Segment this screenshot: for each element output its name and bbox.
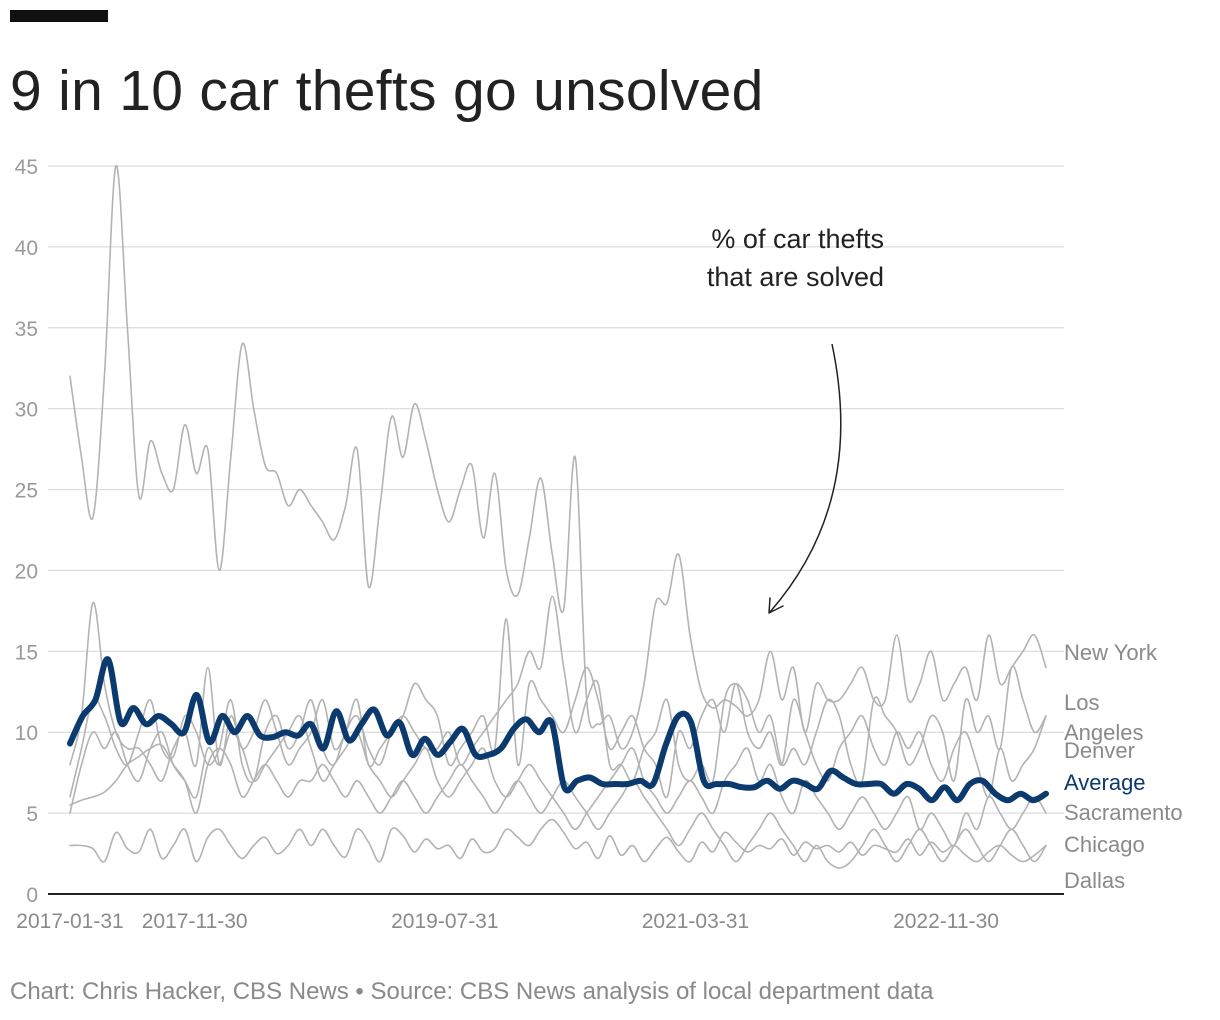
gridlines: [48, 165, 1064, 814]
y-tick-label: 5: [26, 803, 38, 826]
y-tick-label: 40: [15, 237, 38, 260]
series-label-sacramento: Sacramento: [1064, 800, 1183, 825]
series-label-chicago: Chicago: [1064, 832, 1145, 857]
average-series-line: [67, 656, 1049, 804]
series-line-dallas: [69, 818, 1047, 863]
series-label-average: Average: [1064, 770, 1146, 795]
x-tick-label: 2021-03-31: [642, 910, 749, 933]
annotation-arrow: [768, 343, 842, 614]
series-label-denver: Denver: [1064, 738, 1135, 763]
y-tick-label: 10: [15, 722, 38, 745]
y-tick-labels: 0 5 10 15 20 25 30 35 40 45: [15, 156, 38, 907]
x-tick-label: 2017-01-31: [16, 910, 123, 933]
annotation-text: % of car thefts that are solved: [706, 224, 884, 292]
brand-bar: [10, 10, 108, 22]
chart-source-credit: Chart: Chris Hacker, CBS News • Source: …: [10, 978, 934, 1005]
y-tick-label: 45: [15, 156, 38, 179]
series-label-los-angeles: Los Angeles: [1064, 690, 1144, 745]
chart-title: 9 in 10 car thefts go unsolved: [10, 59, 764, 123]
series-label-dallas: Dallas: [1064, 868, 1125, 893]
annotation-arrow-line: [769, 343, 842, 613]
y-tick-label: 0: [26, 884, 38, 907]
series-line-los-angeles: [69, 595, 1047, 798]
series-line-average: [67, 656, 1049, 804]
annotation-arrow-head: [768, 597, 784, 614]
y-tick-label: 35: [15, 318, 38, 341]
city-series-lines: [69, 165, 1047, 869]
x-tick-label: 2017-11-30: [142, 910, 248, 933]
y-tick-label: 20: [15, 560, 38, 583]
series-line-new-york: [69, 165, 1047, 750]
x-tick-label: 2019-07-31: [391, 910, 498, 933]
y-tick-label: 15: [15, 641, 38, 664]
x-tick-labels: 2017-01-31 2017-11-30 2019-07-31 2021-03-31…: [16, 910, 999, 933]
series-line-denver: [69, 601, 1047, 799]
y-tick-label: 30: [15, 399, 38, 422]
series-label-new-york: New York: [1064, 640, 1158, 665]
y-tick-label: 25: [15, 480, 38, 503]
x-tick-label: 2022-11-30: [893, 910, 999, 933]
series-line-chicago: [69, 743, 1047, 869]
